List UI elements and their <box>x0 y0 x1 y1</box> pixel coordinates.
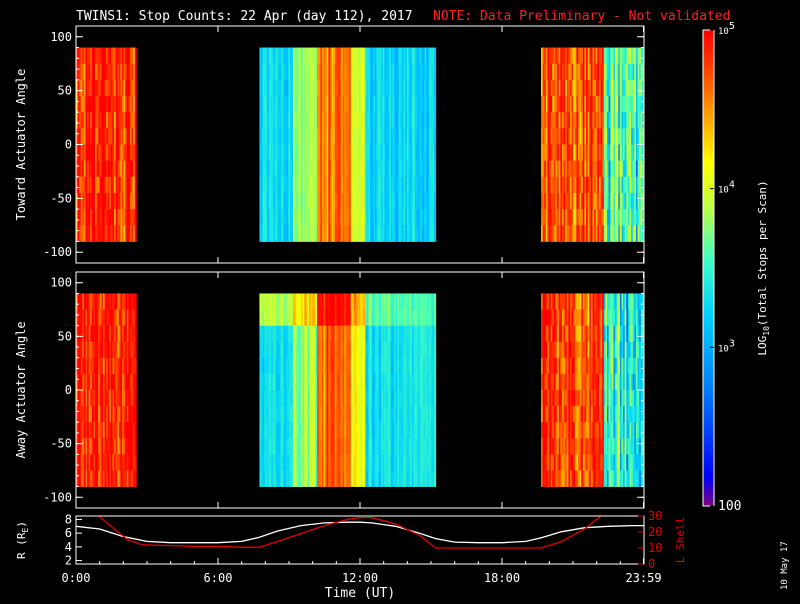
heatmap-cell <box>135 438 137 454</box>
y-axis-label: Toward Actuator Angle <box>14 69 28 221</box>
heatmap-cell <box>434 293 436 309</box>
heatmap-cell <box>434 374 436 390</box>
heatmap-cell <box>135 390 137 406</box>
heatmap-cell <box>434 358 436 374</box>
y-tick-label: 50 <box>58 84 72 98</box>
heatmap-cell <box>434 48 436 65</box>
heatmap-cell <box>135 64 137 81</box>
heatmap-cell <box>135 326 137 342</box>
heatmap-segment <box>541 48 644 242</box>
preliminary-note: NOTE: Data Preliminary - Not validated <box>433 9 730 24</box>
heatmap-cell <box>135 161 137 178</box>
heatmap-cell <box>135 293 137 309</box>
heatmap-cell <box>135 177 137 194</box>
heatmap-cell <box>135 454 137 470</box>
heatmap-cell <box>434 145 436 162</box>
heatmap-cell <box>135 128 137 145</box>
heatmap-segment <box>76 293 137 486</box>
y-tick-label: 100 <box>50 30 72 44</box>
heatmap-cell <box>434 342 436 358</box>
heatmap-cell <box>135 310 137 326</box>
heatmap-cell <box>135 193 137 210</box>
heatmap-cell <box>434 326 436 342</box>
heatmap-cell <box>434 209 436 226</box>
heatmap-cell <box>434 128 436 145</box>
heatmap-cell <box>135 422 137 438</box>
heatmap-cell <box>135 48 137 65</box>
heatmap-cell <box>135 112 137 129</box>
heatmap-cell <box>434 80 436 97</box>
heatmap-cell <box>135 374 137 390</box>
heatmap-cell <box>434 470 436 486</box>
heatmap-cell <box>434 112 436 129</box>
heatmap-cell <box>434 96 436 113</box>
heatmap-cell <box>434 161 436 178</box>
heatmap-cell <box>434 64 436 81</box>
heatmap-cell <box>434 422 436 438</box>
heatmap-cell <box>434 390 436 406</box>
heatmap-cell <box>434 438 436 454</box>
heatmap-cell <box>135 470 137 486</box>
heatmap-segment <box>541 293 644 486</box>
heatmap-cell <box>434 454 436 470</box>
toward-angle-panel: -100 -50 0 50 100 Toward Actuator Angle <box>14 26 644 263</box>
heatmap-cell <box>434 310 436 326</box>
heatmap-cell <box>434 225 436 242</box>
heatmap-cell <box>135 80 137 97</box>
heatmap-cell <box>135 225 137 242</box>
heatmap-cells <box>76 48 644 242</box>
heatmap-segment <box>76 48 137 242</box>
y-tick-label: -100 <box>43 245 72 259</box>
heatmap-segment <box>259 293 436 486</box>
heatmap-segment <box>259 48 436 242</box>
heatmap-cell <box>135 358 137 374</box>
heatmap-cell <box>434 177 436 194</box>
figure-title: TWINS1: Stop Counts: 22 Apr (day 112), 2… <box>76 9 413 24</box>
heatmap-cell <box>434 406 436 422</box>
y-tick-label: 0 <box>65 138 72 152</box>
heatmap-cell <box>135 96 137 113</box>
heatmap-cell <box>135 342 137 358</box>
heatmap-cells <box>76 293 644 486</box>
heatmap-cell <box>135 209 137 226</box>
heatmap-cell <box>135 406 137 422</box>
heatmap-cell <box>135 145 137 162</box>
y-tick-label: -50 <box>50 191 72 205</box>
heatmap-cell <box>434 193 436 210</box>
